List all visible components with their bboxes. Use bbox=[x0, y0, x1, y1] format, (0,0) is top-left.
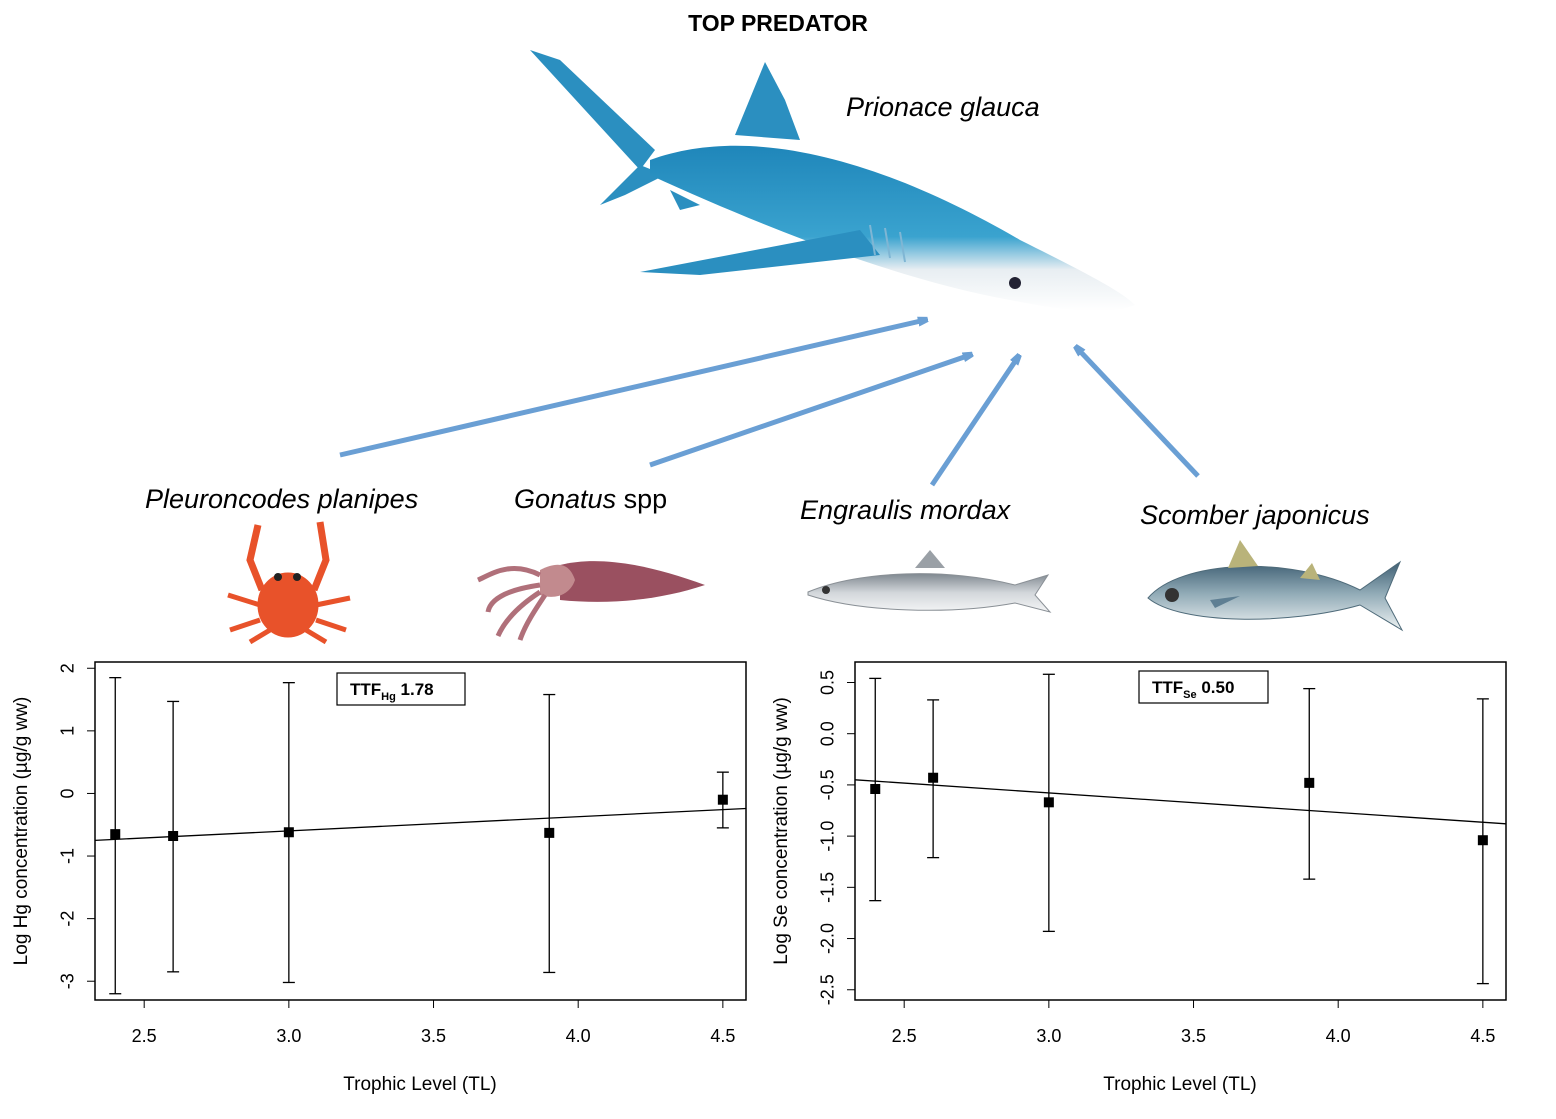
ttf-subscript: Se bbox=[1183, 689, 1196, 701]
x-tick-label: 4.5 bbox=[710, 1026, 735, 1046]
arrow-scomber bbox=[1077, 348, 1200, 478]
prey-label-engraulis: Engraulis mordax bbox=[800, 495, 1011, 525]
x-tick-label: 3.0 bbox=[276, 1026, 301, 1046]
regression-line bbox=[855, 779, 1506, 825]
y-tick-label: 0.0 bbox=[818, 721, 838, 746]
x-tick-label: 2.5 bbox=[132, 1026, 157, 1046]
x-tick-label: 4.0 bbox=[1326, 1026, 1351, 1046]
ttf-box bbox=[1138, 670, 1269, 704]
chart-1: 2.5 3.0 3.5 4.0 4.5 2 1 0 -1 -2 -3 Trophic Level (T… bbox=[11, 661, 747, 1095]
y-tick-label: -1 bbox=[58, 848, 78, 864]
mackerel-illustration bbox=[1147, 540, 1404, 632]
food-web-illustration bbox=[227, 50, 1404, 645]
arrow-gonatus bbox=[649, 355, 970, 468]
x-axis-label: Trophic Level (TL) bbox=[343, 1074, 496, 1095]
data-point-3 bbox=[1042, 673, 1055, 933]
ttf-subscript: Hg bbox=[381, 691, 396, 703]
crab-illustration bbox=[227, 521, 351, 645]
prey-label-pleuroncodes: Pleuroncodes planipes bbox=[145, 484, 419, 514]
chart-2: 2.5 3.0 3.5 4.0 4.5 0.5 0.0 -0.5 -1.0 -1.5 -2.0 -2.… bbox=[771, 661, 1507, 1095]
data-point-1 bbox=[869, 677, 882, 902]
x-tick-label: 4.0 bbox=[566, 1026, 591, 1046]
data-point-3 bbox=[282, 682, 295, 984]
data-point-5 bbox=[716, 771, 729, 829]
y-tick-label: -0.5 bbox=[818, 769, 838, 800]
y-tick-label: -3 bbox=[58, 973, 78, 989]
squid-illustration bbox=[476, 561, 705, 641]
y-tick-label: -2 bbox=[58, 911, 78, 927]
data-point-marker bbox=[717, 794, 728, 805]
data-point-marker bbox=[110, 829, 121, 840]
data-point-marker bbox=[1304, 777, 1315, 788]
ttf-value: 1.78 bbox=[396, 680, 434, 699]
y-tick-label: 1 bbox=[58, 726, 78, 736]
y-tick-label: 0.5 bbox=[818, 670, 838, 695]
data-point-marker bbox=[928, 772, 939, 783]
data-point-marker bbox=[544, 827, 555, 838]
ttf-prefix: TTF bbox=[1152, 678, 1183, 697]
ttf-value: 0.50 bbox=[1197, 678, 1235, 697]
predator-label: Prionace glauca bbox=[846, 92, 1040, 122]
arrow-engraulis bbox=[929, 357, 1018, 487]
ttf-annotation: TTFSe 0.50 bbox=[1152, 678, 1234, 701]
data-point-2 bbox=[167, 700, 180, 973]
data-point-4 bbox=[543, 693, 556, 974]
data-point-1 bbox=[109, 676, 122, 995]
plot-frame bbox=[854, 661, 1507, 1001]
ttf-prefix: TTF bbox=[350, 680, 381, 699]
data-point-marker bbox=[168, 831, 179, 842]
ttf-box bbox=[336, 672, 466, 706]
ttf-annotation: TTFHg 1.78 bbox=[350, 680, 434, 703]
data-point-marker bbox=[1043, 797, 1054, 808]
x-tick-label: 2.5 bbox=[892, 1026, 917, 1046]
x-tick-label: 4.5 bbox=[1470, 1026, 1495, 1046]
plot-frame bbox=[94, 661, 747, 1001]
data-point-4 bbox=[1303, 687, 1316, 880]
y-tick-label: 0 bbox=[58, 788, 78, 798]
food-web-arrows bbox=[339, 320, 1200, 487]
y-tick-label: -1.5 bbox=[818, 872, 838, 903]
data-point-marker bbox=[870, 784, 881, 795]
x-tick-label: 3.5 bbox=[1181, 1026, 1206, 1046]
data-point-2 bbox=[927, 699, 940, 859]
data-point-marker bbox=[1477, 835, 1488, 846]
prey-label-gonatus: Gonatus spp bbox=[514, 484, 668, 514]
regression-line bbox=[95, 807, 746, 842]
arrow-pleuroncodes bbox=[339, 320, 925, 458]
x-tick-label: 3.0 bbox=[1036, 1026, 1061, 1046]
x-tick-label: 3.5 bbox=[421, 1026, 446, 1046]
y-tick-label: -2.5 bbox=[818, 974, 838, 1005]
prey-label-scomber: Scomber japonicus bbox=[1140, 500, 1370, 530]
figure-title: TOP PREDATOR bbox=[688, 10, 868, 36]
data-point-marker bbox=[283, 827, 294, 838]
y-tick-label: -1.0 bbox=[818, 821, 838, 852]
x-axis-label: Trophic Level (TL) bbox=[1103, 1074, 1256, 1095]
anchovy-illustration bbox=[807, 550, 1052, 613]
y-tick-label: 2 bbox=[58, 663, 78, 673]
data-point-5 bbox=[1476, 698, 1489, 985]
y-tick-label: -2.0 bbox=[818, 923, 838, 954]
y-axis-label: Log Hg concentration (µg/g ww) bbox=[11, 697, 32, 966]
shark-illustration bbox=[530, 50, 1135, 312]
y-axis-label: Log Se concentration (µg/g ww) bbox=[771, 697, 792, 965]
